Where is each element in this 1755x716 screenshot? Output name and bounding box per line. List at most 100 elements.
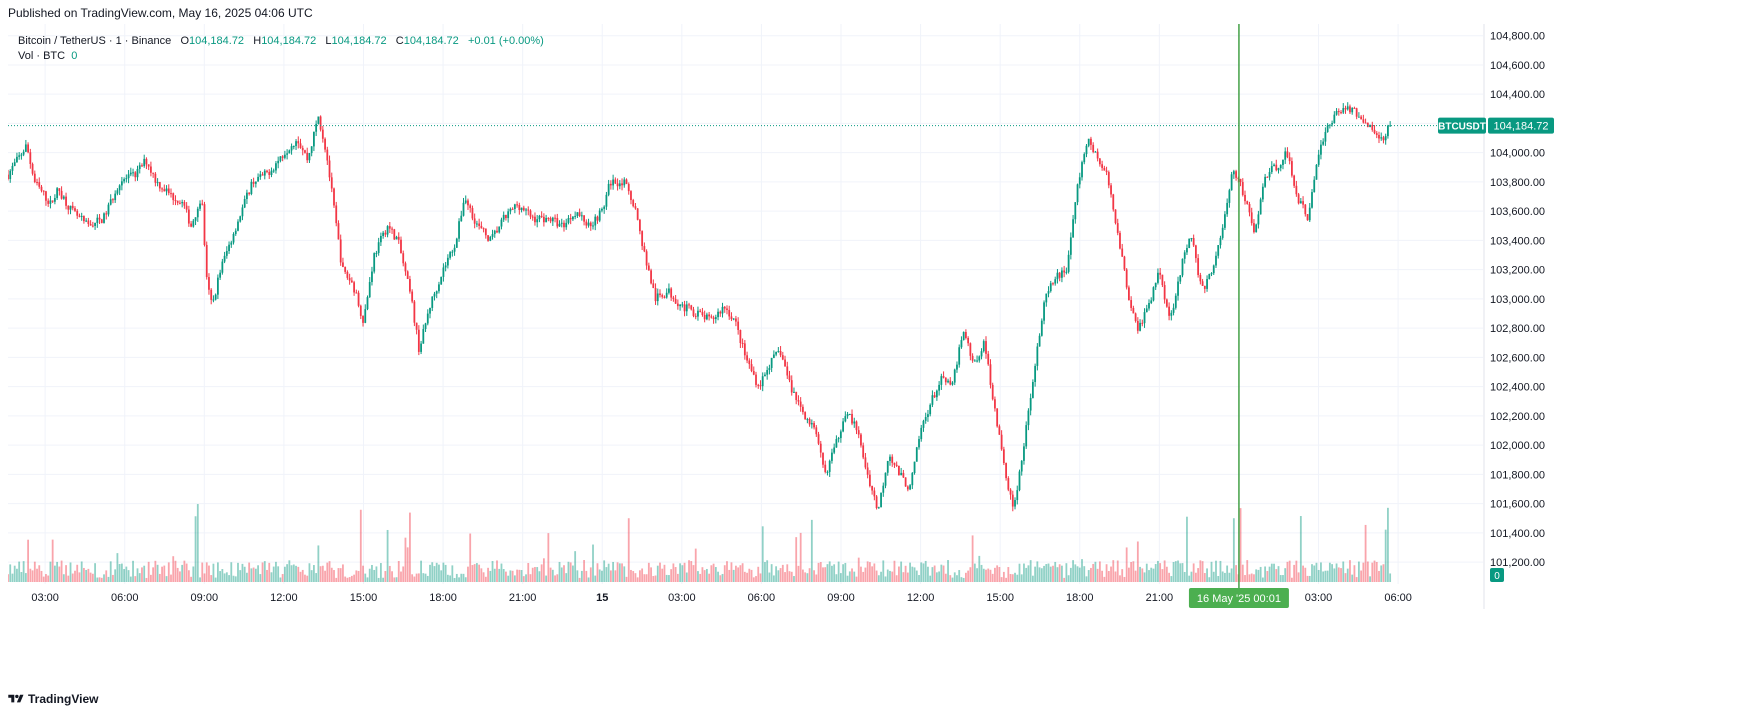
candle-body <box>1014 500 1016 507</box>
x-tick-label: 18:00 <box>1066 592 1094 604</box>
volume-bar <box>1199 560 1202 582</box>
volume-bar <box>1074 564 1077 582</box>
volume-bar <box>895 575 898 582</box>
volume-bar <box>174 560 177 582</box>
candle-body <box>922 420 925 428</box>
candle-body <box>851 413 853 424</box>
volume-bar <box>1107 571 1110 582</box>
volume-bar <box>674 567 677 582</box>
candle-body <box>319 116 322 130</box>
candle-body <box>1326 125 1329 132</box>
candle-body <box>933 395 936 398</box>
volume-bar <box>935 572 938 582</box>
ticker-tag-bg <box>1438 117 1486 134</box>
volume-bar <box>578 577 581 582</box>
volume-bar <box>882 560 885 582</box>
candle-body <box>779 350 782 356</box>
volume-bar <box>777 570 780 582</box>
volume-bar <box>960 577 963 582</box>
candle-body <box>1172 307 1175 313</box>
candle-body <box>835 439 838 448</box>
volume-bar <box>150 574 152 582</box>
candle-body <box>455 238 458 248</box>
volume-bar <box>1029 560 1032 582</box>
volume-bar <box>920 562 923 582</box>
candle-body <box>560 222 563 224</box>
candle-body <box>473 218 476 224</box>
candle-body <box>815 427 818 435</box>
candle-body <box>549 218 552 222</box>
candle-body <box>1228 190 1231 203</box>
volume-bar <box>1349 560 1351 582</box>
volume-bar <box>522 576 525 582</box>
volume-bar <box>748 568 751 582</box>
volume-bar <box>1045 564 1048 582</box>
candle-body <box>451 251 454 253</box>
candle-body <box>920 427 923 440</box>
volume-bar <box>982 568 985 582</box>
volume-bar <box>250 568 253 582</box>
volume-bar <box>505 571 507 582</box>
candle-body <box>580 215 583 217</box>
candle-body <box>243 199 246 208</box>
candle-body <box>996 408 999 427</box>
volume-bar <box>1132 561 1135 582</box>
volume-bar <box>513 575 516 582</box>
candle-body <box>402 253 405 264</box>
candle-body <box>1157 272 1159 283</box>
candle-body <box>393 229 396 240</box>
volume-bar <box>460 573 463 582</box>
volume-bar <box>810 519 813 582</box>
volume-bar <box>1143 572 1146 582</box>
volume-bar <box>594 575 597 582</box>
candle-body <box>705 314 708 320</box>
candle-body <box>1125 269 1128 288</box>
volume-bar <box>237 562 239 582</box>
volume-bar <box>397 560 400 582</box>
volume-bar <box>1043 565 1045 582</box>
volume-bar <box>1315 562 1318 582</box>
price-chart[interactable]: 104,800.00104,600.00104,400.00104,200.00… <box>8 24 1755 684</box>
volume-bar <box>277 566 280 582</box>
volume-bar <box>739 565 742 582</box>
volume-bar <box>1141 568 1144 582</box>
candle-body <box>442 267 445 277</box>
chart-area[interactable]: 104,800.00104,600.00104,400.00104,200.00… <box>8 24 1755 684</box>
candle-body <box>324 138 326 150</box>
candle-body <box>596 216 599 221</box>
volume-bar <box>388 565 391 582</box>
candle-body <box>790 380 793 393</box>
volume-bar <box>1357 561 1360 582</box>
candle-body <box>772 354 775 358</box>
candle-body <box>1255 224 1258 233</box>
candle-body <box>746 355 748 361</box>
candle-body <box>281 156 284 158</box>
candle-body <box>261 174 264 176</box>
candle-body <box>60 190 63 199</box>
candle-body <box>183 202 186 206</box>
candle-body <box>357 292 360 306</box>
candle-body <box>342 262 344 267</box>
candle-body <box>241 207 244 217</box>
candle-body <box>507 211 510 219</box>
candle-body <box>893 462 896 465</box>
volume-bar <box>1246 560 1249 582</box>
volume-bar <box>268 562 271 582</box>
volume-bar <box>529 574 532 582</box>
candle-body <box>368 282 371 298</box>
volume-bar <box>1036 561 1039 582</box>
volume-bar <box>1031 575 1034 582</box>
candle-body <box>788 375 791 381</box>
candle-body <box>759 385 762 387</box>
volume-bar <box>263 561 266 582</box>
candle-body <box>1241 182 1244 195</box>
candle-body <box>18 155 21 157</box>
candle-body <box>940 376 943 385</box>
volume-bar <box>417 573 420 582</box>
volume-bar <box>808 568 811 582</box>
volume-bar <box>306 575 309 582</box>
tradingview-brand[interactable]: TradingView <box>8 692 98 706</box>
volume-bar <box>835 574 838 582</box>
candle-body <box>625 179 628 185</box>
candle-body <box>404 263 407 272</box>
